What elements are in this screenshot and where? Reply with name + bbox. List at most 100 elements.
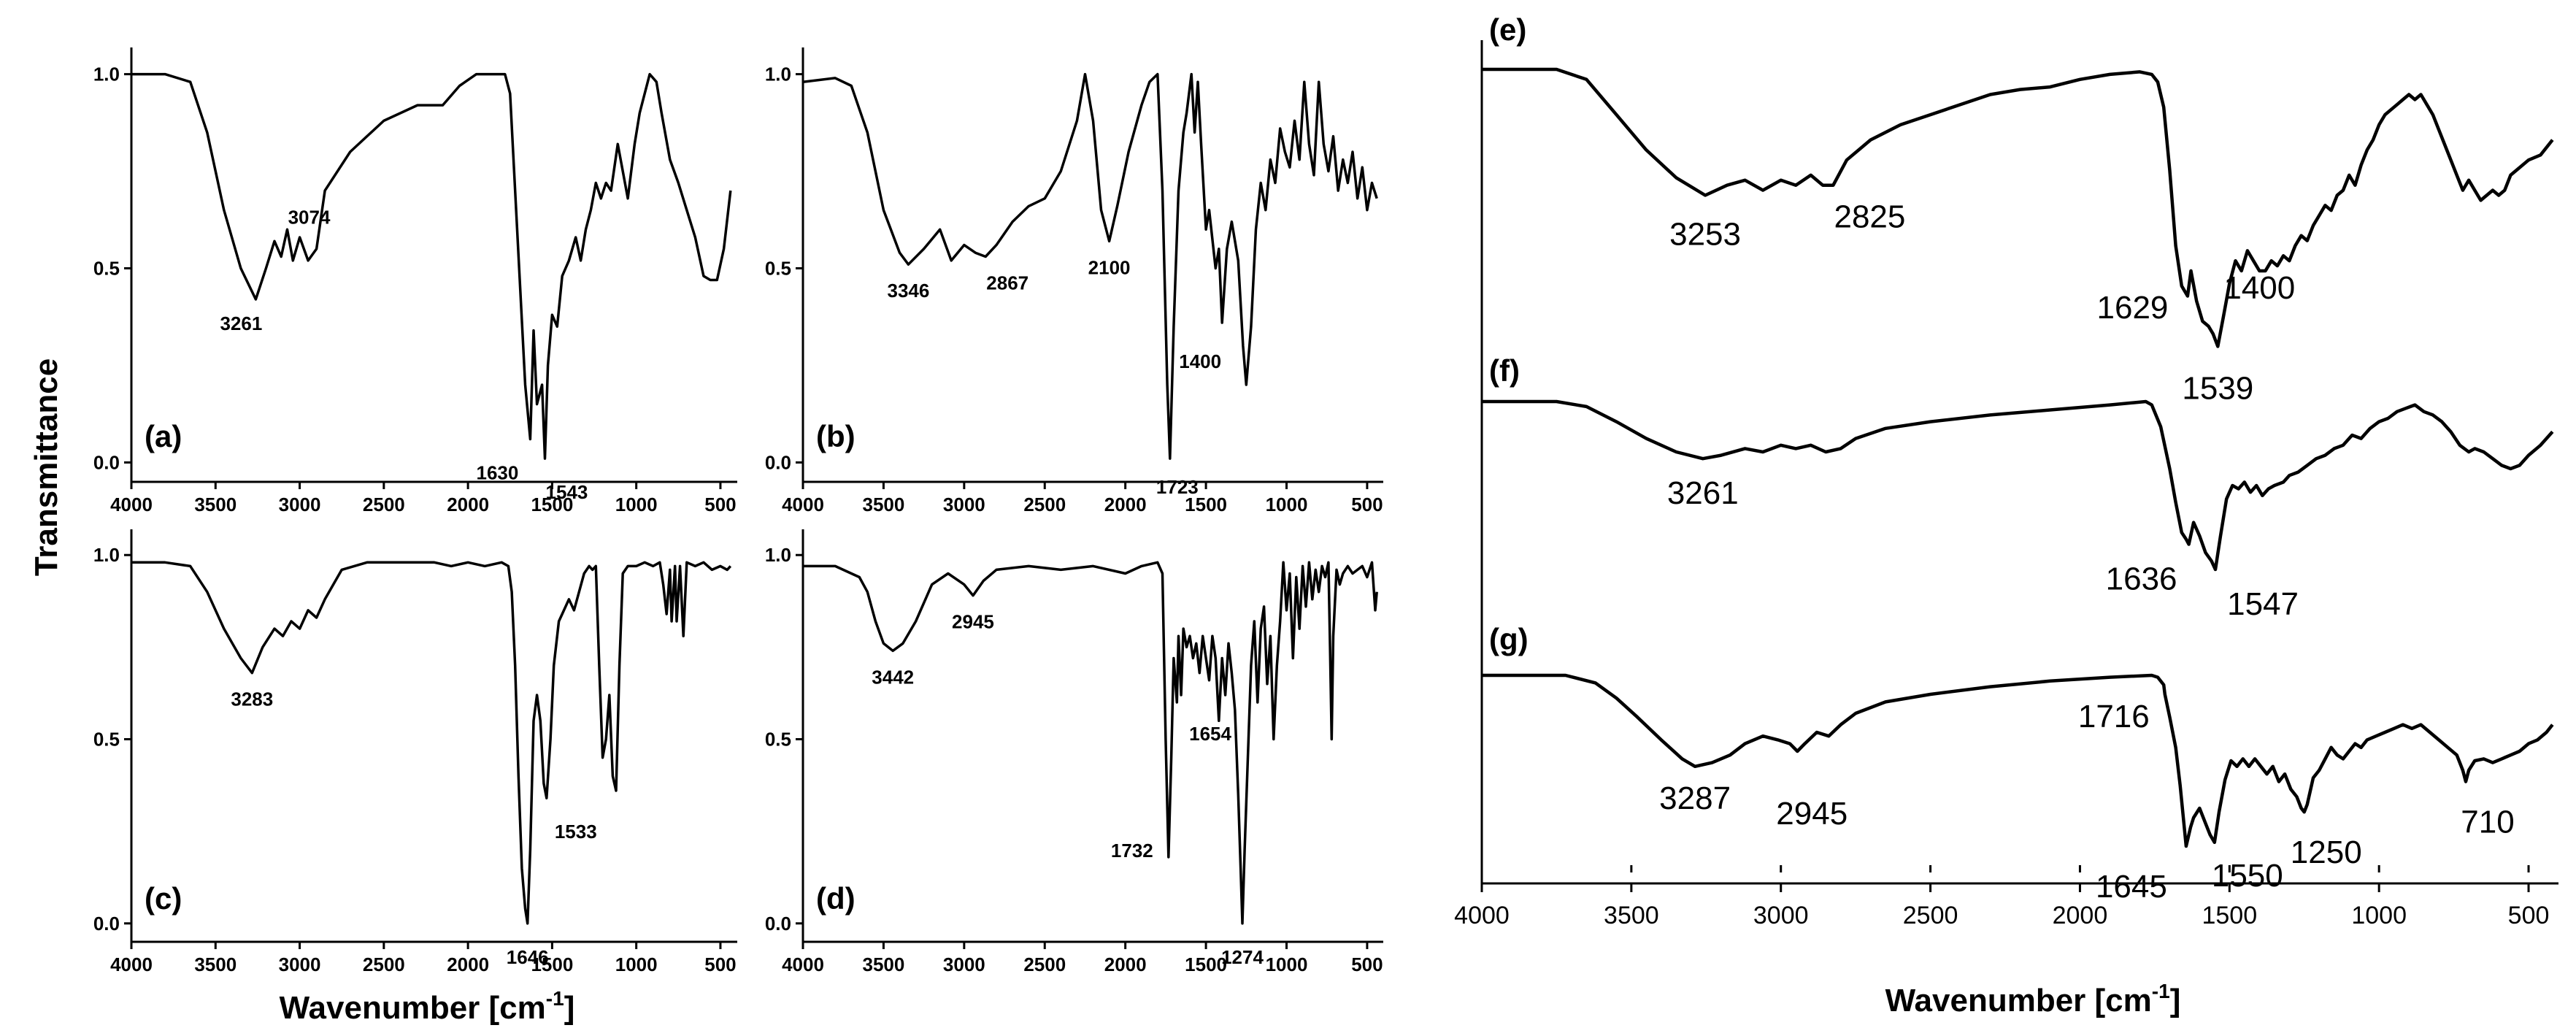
peak-label: 3261 (220, 312, 262, 334)
peak-label: 1533 (555, 821, 597, 843)
x-axis-title-right: Wavenumber [cm-1] (1885, 980, 2181, 1018)
x-tick-label: 3500 (1604, 902, 1659, 929)
x-tick-label: 4000 (782, 953, 824, 975)
x-tick-label: 2500 (363, 494, 405, 515)
panel-e: (e) 3253 2825 1629 1539 1400 (1482, 12, 2554, 407)
y-tick-label: 0.5 (93, 729, 120, 751)
panel-label: (b) (816, 419, 856, 453)
x-tick-label: 4000 (782, 494, 824, 515)
x-tick-label: 3500 (862, 494, 904, 515)
y-tick-label: 0.0 (765, 451, 791, 473)
peak-label: 1645 (2096, 869, 2167, 905)
x-tick-label: 2500 (1903, 902, 1958, 929)
panel-label: (c) (145, 881, 182, 916)
x-axis-title-left: Wavenumber [cm-1] (280, 987, 575, 1026)
x-tick-label: 1000 (615, 953, 658, 975)
x-tick-label: 500 (704, 494, 736, 515)
spectrum-line (1482, 67, 2554, 348)
peak-label: 1539 (2182, 371, 2253, 407)
panel-b: 0.0 0.5 1.0 4000 3500 3000 2500 2000 1500 1000 500… (765, 47, 1383, 515)
panel-a: 0.0 0.5 1.0 4000 3500 3000 2500 2000 1500 1000 500… (93, 47, 737, 515)
spectrum-line (1482, 399, 2554, 572)
x-tick-label: 2500 (1023, 494, 1066, 515)
panel-c: 0.0 0.5 1.0 4000 3500 3000 2500 2000 1500 1000 500… (93, 529, 737, 975)
x-tick-label: 4000 (1454, 902, 1510, 929)
x-tick-label: 3000 (943, 494, 985, 515)
peak-label: 1629 (2097, 290, 2169, 326)
peak-label: 1400 (1179, 350, 1221, 372)
x-tick-label: 3000 (279, 494, 321, 515)
spectrum-line (131, 561, 732, 925)
y-tick-label: 1.0 (93, 544, 120, 566)
panel-label: (g) (1489, 622, 1529, 656)
peak-label: 1550 (2212, 858, 2283, 894)
x-tick-label: 4000 (110, 494, 153, 515)
y-tick-label: 0.0 (93, 913, 120, 935)
peak-label: 1636 (2106, 561, 2177, 597)
x-tick-label: 1500 (1185, 953, 1227, 975)
peak-label: 1723 (1156, 476, 1199, 498)
panel-label: (e) (1489, 12, 1526, 47)
y-tick-label: 1.0 (93, 64, 120, 85)
panel-label: (f) (1489, 353, 1520, 388)
x-tick-label: 3000 (1753, 902, 1809, 929)
x-tick-label: 1500 (531, 953, 573, 975)
y-tick-label: 1.0 (765, 64, 791, 85)
peak-label: 3442 (872, 666, 914, 688)
x-tick-label: 1000 (615, 494, 658, 515)
x-tick-label: 500 (704, 953, 736, 975)
x-tick-label: 2000 (1104, 494, 1147, 515)
peak-label: 1543 (546, 481, 588, 503)
x-tick-label: 2000 (2053, 902, 2108, 929)
peak-label: 1646 (507, 946, 549, 968)
x-tick-label: 1500 (531, 494, 573, 515)
x-tick-label: 1500 (1185, 494, 1227, 515)
peak-label: 2945 (1776, 796, 1848, 832)
spectrum-line (1482, 673, 2554, 848)
x-tick-label: 1000 (1266, 953, 1308, 975)
spectrum-line (802, 72, 1378, 460)
peak-label: 3287 (1659, 780, 1731, 816)
x-tick-label: 2000 (447, 953, 489, 975)
spectrum-line (131, 72, 732, 460)
peak-label: 3283 (231, 688, 273, 710)
y-tick-label: 0.0 (765, 913, 791, 935)
x-tick-label: 4000 (110, 953, 153, 975)
peak-label: 1732 (1111, 840, 1153, 862)
x-tick-label: 2500 (1023, 953, 1066, 975)
x-tick-label: 1000 (2351, 902, 2407, 929)
x-tick-label: 2000 (447, 494, 489, 515)
peak-label: 1716 (2078, 699, 2150, 734)
peak-label: 2825 (1834, 199, 1905, 235)
peak-label: 3253 (1669, 217, 1741, 253)
x-tick-label: 1000 (1266, 494, 1308, 515)
peak-label: 1274 (1221, 946, 1264, 968)
peak-label: 710 (2461, 805, 2514, 840)
panel-label: (d) (816, 881, 856, 916)
x-tick-label: 3000 (279, 953, 321, 975)
peak-label: 3346 (888, 280, 930, 302)
y-tick-label: 0.5 (765, 729, 791, 751)
peak-label: 1630 (476, 462, 518, 484)
x-tick-label: 3500 (194, 953, 237, 975)
y-axis-title: Transmittance (28, 358, 64, 576)
panel-d: 0.0 0.5 1.0 4000 3500 3000 2500 2000 1500 1000 500… (765, 529, 1383, 975)
peak-label: 1400 (2223, 270, 2295, 306)
x-tick-label: 500 (2508, 902, 2550, 929)
peak-label: 1250 (2291, 834, 2362, 870)
y-tick-label: 0.5 (765, 258, 791, 280)
panel-g: 4000 3500 3000 2500 2000 1500 1000 500 (g) 3287 29… (1454, 40, 2558, 929)
peak-label: 3074 (288, 206, 331, 228)
y-tick-label: 0.5 (93, 258, 120, 280)
peak-label: 2867 (986, 272, 1029, 294)
peak-label: 2100 (1088, 256, 1131, 278)
panel-f: (f) 3261 1636 1547 (1482, 353, 2554, 622)
x-tick-label: 500 (1351, 494, 1383, 515)
peak-label: 1547 (2227, 586, 2299, 622)
x-tick-label: 1500 (2202, 902, 2257, 929)
peak-label: 3261 (1667, 475, 1739, 511)
peak-label: 2945 (952, 611, 994, 633)
x-tick-label: 2000 (1104, 953, 1147, 975)
x-tick-label: 500 (1351, 953, 1383, 975)
x-tick-label: 3500 (862, 953, 904, 975)
